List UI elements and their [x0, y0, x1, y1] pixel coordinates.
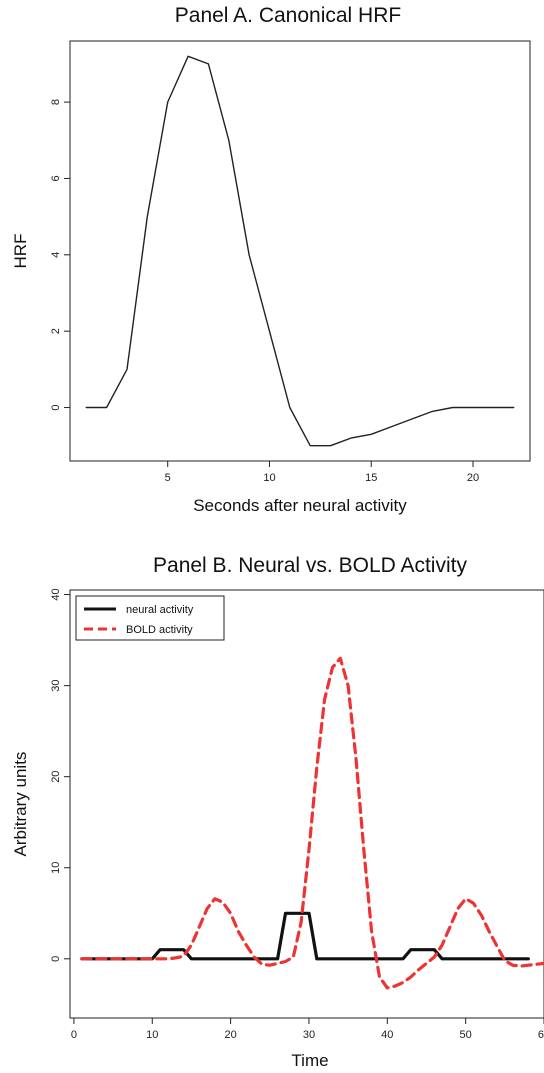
x-axis-label: Seconds after neural activity	[193, 496, 407, 515]
y-tick-label: 8	[50, 99, 62, 105]
chart-title: Panel B. Neural vs. BOLD Activity	[153, 554, 467, 577]
x-tick-label: 20	[467, 472, 479, 484]
y-ticks: 0 10 20 30 40	[50, 588, 70, 962]
y-tick-label: 0	[50, 956, 62, 962]
series-line-bold-activity	[80, 656, 544, 990]
y-tick-label: 0	[50, 404, 62, 410]
y-tick-label: 4	[50, 252, 62, 258]
series-line-0	[85, 55, 515, 447]
y-tick-label: 40	[50, 588, 62, 600]
x-tick-label: 40	[381, 1029, 393, 1041]
x-tick-label: 30	[303, 1029, 315, 1041]
plot-frame	[69, 589, 544, 1019]
x-tick-label: 0	[71, 1029, 77, 1041]
x-tick-label: 50	[460, 1029, 472, 1041]
series-layer	[80, 656, 544, 990]
x-tick-label: 10	[146, 1029, 158, 1041]
y-tick-label: 30	[50, 679, 62, 691]
y-tick-label: 10	[50, 862, 62, 874]
x-ticks: 0 10 20 30 40 50 60	[71, 1018, 544, 1041]
hrf-chart: Panel A. Canonical HRF 5 10 15 20 0 2 4 6 8 Sec…	[11, 4, 531, 515]
x-tick-label: 5	[165, 472, 171, 484]
x-tick-label: 20	[224, 1029, 236, 1041]
x-axis-label: Time	[291, 1051, 328, 1070]
x-tick-label: 10	[263, 472, 275, 484]
series-line-neural-activity	[80, 911, 530, 961]
y-axis-label: HRF	[11, 234, 30, 269]
y-tick-label: 20	[50, 771, 62, 783]
legend-label-neural: neural activity	[126, 604, 194, 616]
x-tick-label: 15	[365, 472, 377, 484]
legend-label-bold: BOLD activity	[126, 624, 193, 636]
neural-vs-bold-chart: Panel B. Neural vs. BOLD Activity 0 10 20 3…	[11, 554, 544, 1070]
legend-box	[75, 595, 225, 641]
plot-frame	[69, 40, 531, 462]
y-axis-label: Arbitrary units	[11, 752, 30, 857]
x-ticks: 5 10 15 20	[165, 461, 479, 484]
chart-title: Panel A. Canonical HRF	[175, 4, 401, 27]
y-tick-label: 2	[50, 328, 62, 334]
y-tick-label: 6	[50, 175, 62, 181]
legend: neural activity BOLD activity	[75, 595, 225, 641]
series-layer	[85, 55, 515, 447]
y-ticks: 0 2 4 6 8	[50, 99, 70, 411]
x-tick-label: 60	[538, 1029, 544, 1041]
